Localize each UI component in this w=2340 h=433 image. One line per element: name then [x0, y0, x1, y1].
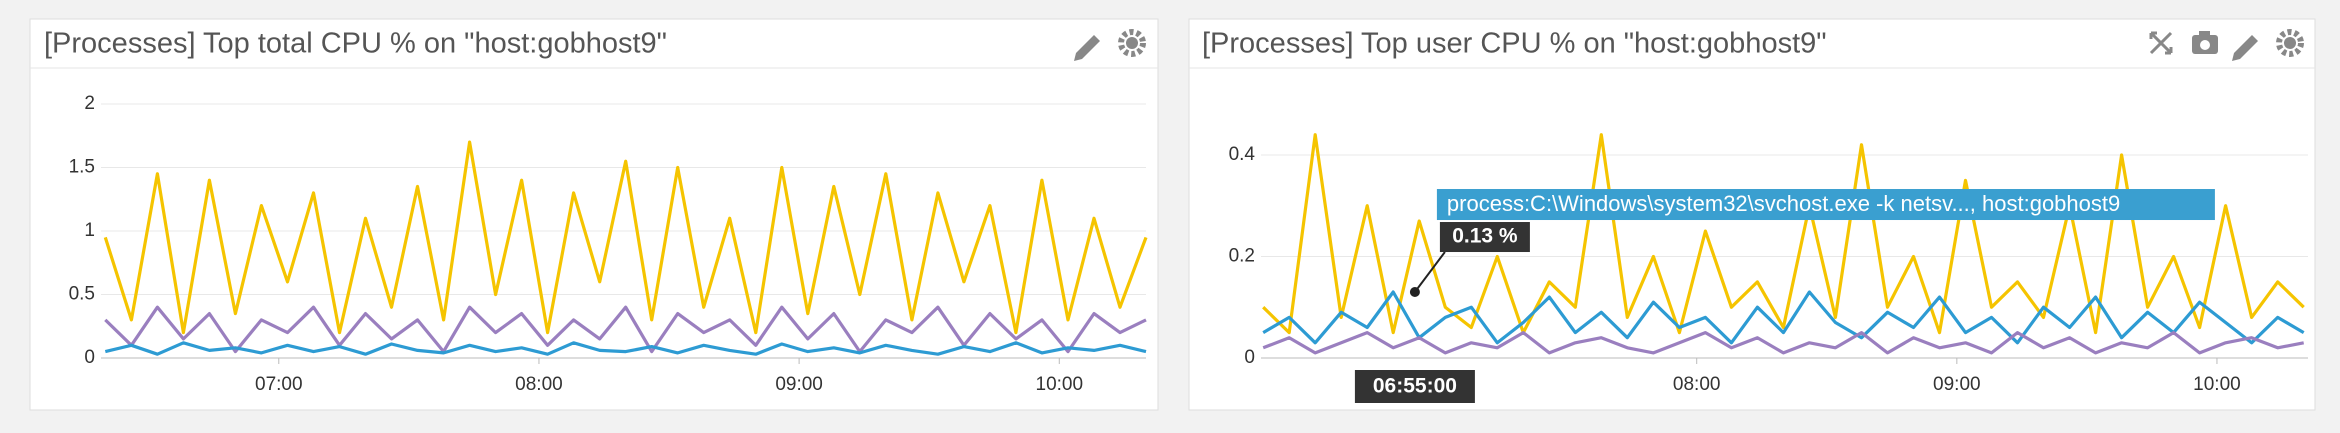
settings-icon[interactable]: [1118, 29, 1146, 57]
settings-icon[interactable]: [2276, 29, 2304, 57]
tooltip-series: process:C:\Windows\system32\svchost.exe …: [1447, 191, 2120, 216]
x-tick-label: 08:00: [1673, 374, 1721, 395]
x-tick-label: 09:00: [775, 374, 823, 395]
tooltip-time-box: [1354, 370, 1475, 403]
tooltip-value-box: [1439, 222, 1530, 253]
tooltip-connector: [1414, 251, 1446, 293]
y-tick-label: 0.5: [69, 284, 95, 305]
snapshot-icon[interactable]: [2192, 31, 2218, 54]
series-line: [1262, 290, 2305, 345]
expand-icon[interactable]: [2149, 31, 2173, 55]
tooltip-time: 06:55:00: [1373, 375, 1457, 398]
y-tick-label: 0.2: [1229, 246, 1255, 267]
edit-icon[interactable]: [1074, 35, 1100, 61]
x-tick-label: 10:00: [2193, 374, 2241, 395]
edit-icon[interactable]: [2232, 35, 2258, 61]
panel: [29, 18, 1159, 411]
panel-title: [Processes] Top user CPU % on "host:gobh…: [1202, 28, 1827, 60]
series-line: [1262, 331, 2305, 355]
y-tick-label: 0: [84, 347, 95, 368]
x-tick-label: 09:00: [1933, 374, 1981, 395]
y-tick-label: 0: [1244, 347, 1255, 368]
x-tick-label: 07:00: [255, 374, 303, 395]
panel-title: [Processes] Top total CPU % on "host:gob…: [44, 28, 667, 60]
x-tick-label: 08:00: [515, 374, 563, 395]
y-tick-label: 1.5: [69, 157, 95, 178]
series-line: [104, 305, 1147, 354]
series-line: [103, 140, 1148, 335]
tooltip-series-box: [1436, 189, 2215, 221]
y-tick-label: 0.4: [1229, 144, 1256, 165]
tooltip-value: 0.13 %: [1452, 225, 1518, 248]
y-tick-label: 1: [84, 220, 95, 241]
x-tick-label: 10:00: [1036, 374, 1084, 395]
y-tick-label: 2: [84, 93, 95, 114]
series-line: [104, 341, 1147, 356]
